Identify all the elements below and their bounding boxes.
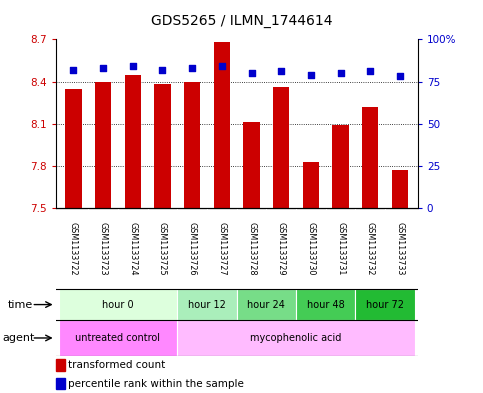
Bar [303, 162, 319, 208]
Bar [243, 122, 260, 208]
Bar [184, 81, 200, 208]
Bar [56, 378, 65, 389]
Bar [392, 170, 408, 208]
Point [367, 68, 374, 75]
Point [248, 70, 256, 76]
Bar [125, 75, 141, 208]
Text: GSM1133726: GSM1133726 [187, 222, 197, 275]
Bar [65, 88, 82, 208]
Point [129, 63, 137, 70]
Bar [332, 125, 349, 208]
Point [277, 68, 285, 75]
Text: transformed count: transformed count [68, 360, 166, 370]
Point [396, 73, 404, 80]
Bar [95, 81, 111, 208]
Point [158, 66, 166, 73]
Bar [355, 289, 415, 320]
Text: percentile rank within the sample: percentile rank within the sample [68, 379, 244, 389]
Bar [58, 289, 177, 320]
Text: GSM1133731: GSM1133731 [336, 222, 345, 275]
Text: time: time [7, 299, 32, 310]
Text: GSM1133723: GSM1133723 [99, 222, 108, 275]
Text: GSM1133729: GSM1133729 [277, 222, 286, 275]
Bar [273, 87, 289, 208]
Text: GSM1133730: GSM1133730 [306, 222, 315, 275]
Text: GDS5265 / ILMN_1744614: GDS5265 / ILMN_1744614 [151, 14, 332, 28]
Bar [362, 107, 379, 208]
Text: GSM1133728: GSM1133728 [247, 222, 256, 275]
Bar [237, 289, 296, 320]
Text: GSM1133733: GSM1133733 [396, 222, 404, 275]
Text: mycophenolic acid: mycophenolic acid [250, 333, 342, 343]
Text: GSM1133724: GSM1133724 [128, 222, 137, 275]
Point [188, 65, 196, 71]
Bar [213, 42, 230, 208]
Text: untreated control: untreated control [75, 333, 160, 343]
Point [337, 70, 344, 76]
Text: hour 12: hour 12 [188, 299, 226, 310]
Text: GSM1133732: GSM1133732 [366, 222, 375, 275]
Bar [56, 359, 65, 371]
Bar [177, 320, 415, 356]
Bar [177, 289, 237, 320]
Point [99, 65, 107, 71]
Bar [296, 289, 355, 320]
Text: GSM1133725: GSM1133725 [158, 222, 167, 275]
Text: hour 0: hour 0 [102, 299, 134, 310]
Text: hour 24: hour 24 [247, 299, 285, 310]
Text: GSM1133727: GSM1133727 [217, 222, 227, 275]
Text: hour 48: hour 48 [307, 299, 345, 310]
Point [218, 63, 226, 70]
Bar [154, 84, 170, 208]
Point [70, 66, 77, 73]
Text: GSM1133722: GSM1133722 [69, 222, 78, 275]
Bar [58, 320, 177, 356]
Text: agent: agent [2, 333, 35, 343]
Point [307, 72, 315, 78]
Text: hour 72: hour 72 [366, 299, 404, 310]
